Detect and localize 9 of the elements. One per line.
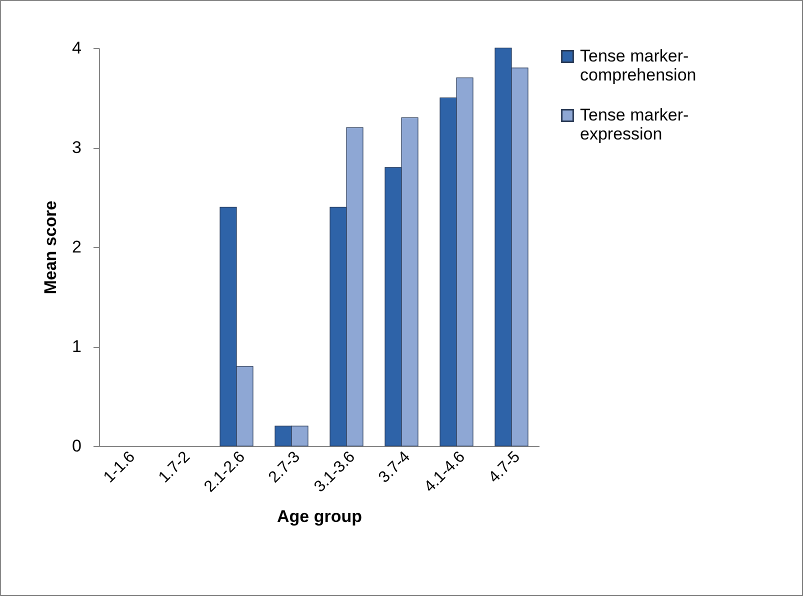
y-tick-label: 1 [72,337,82,356]
y-axis-title: Mean score [41,200,60,294]
y-tick-label: 3 [72,138,82,157]
legend-label: Tense marker-comprehension [580,46,696,84]
x-axis-title: Age group [277,507,362,526]
y-tick-label: 0 [72,436,82,456]
y-tick-label: 2 [72,238,82,256]
legend-label: Tense marker-expression [580,106,689,144]
y-tick-label: 4 [72,38,82,58]
